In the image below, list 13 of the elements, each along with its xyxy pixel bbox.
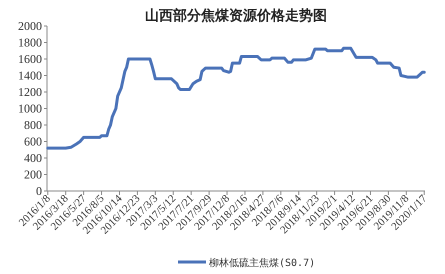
y-tick-label: 1200 — [18, 85, 42, 99]
y-tick-label: 0 — [36, 184, 42, 198]
y-tick-label: 600 — [24, 134, 42, 148]
legend-label: 柳林低硫主焦煤(S0.7) — [209, 257, 316, 269]
y-tick-label: 1400 — [18, 68, 42, 82]
y-tick-label: 1600 — [18, 52, 42, 66]
y-tick-label: 200 — [24, 168, 42, 182]
y-tick-label: 400 — [24, 151, 42, 165]
y-tick-label: 1000 — [18, 102, 42, 116]
y-tick-label: 1800 — [18, 36, 42, 50]
y-tick-label: 800 — [24, 118, 42, 132]
chart-title: 山西部分焦煤资源价格走势图 — [145, 7, 327, 24]
y-tick-label: 2000 — [18, 19, 42, 33]
